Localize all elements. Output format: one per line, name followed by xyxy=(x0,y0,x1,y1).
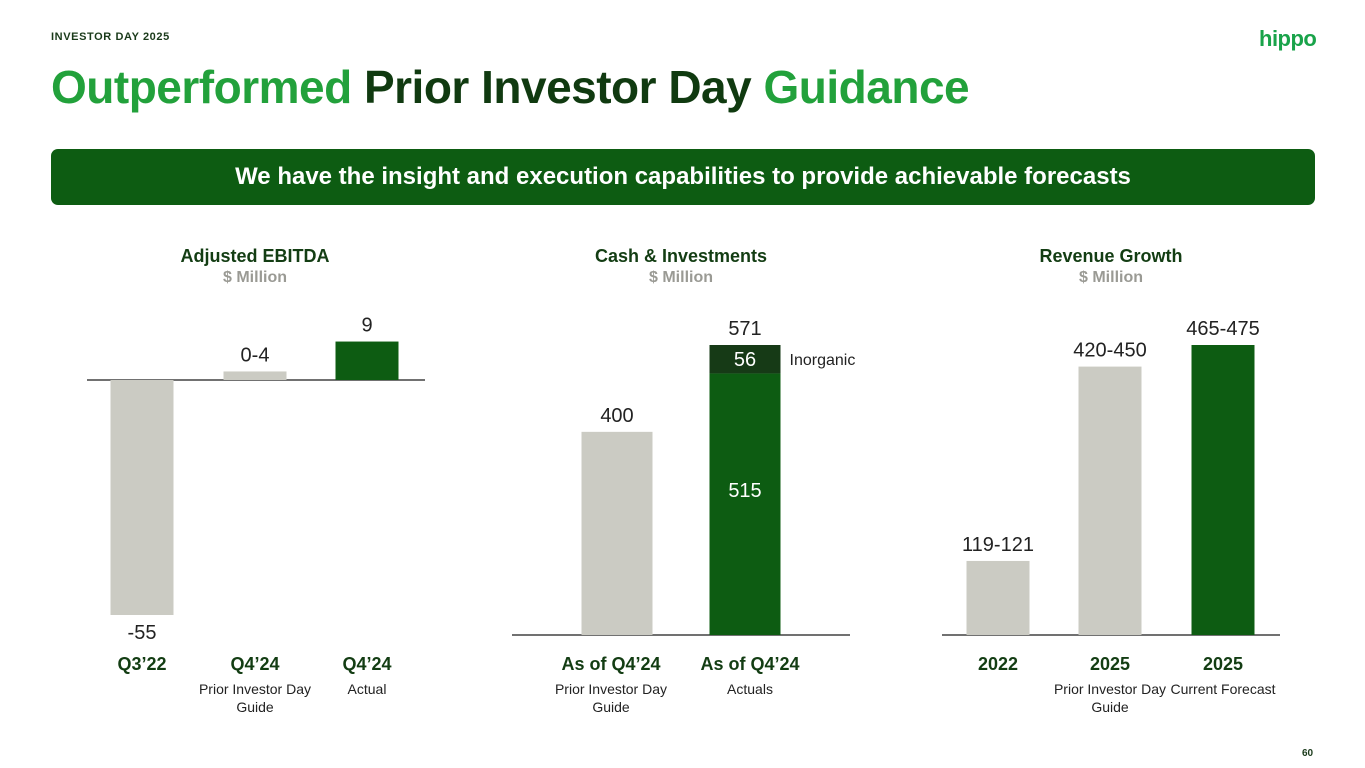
cash-total-label-1: 571 xyxy=(728,318,761,340)
revenue-category-2022: 2022 xyxy=(977,654,1019,674)
cash-bar-organic-0 xyxy=(581,431,653,635)
revenue-value-label-0: 119-121 xyxy=(962,534,1034,556)
chart-unit-cash: $ Million xyxy=(649,269,713,286)
cash-category-actuals: As of Q4’24 xyxy=(700,654,800,674)
ebitda-bar-1 xyxy=(223,371,287,380)
chart-title-revenue: Revenue Growth xyxy=(1039,246,1183,266)
title-part-outperformed: Outperformed xyxy=(51,61,352,113)
chart-title-ebitda: Adjusted EBITDA xyxy=(180,246,330,266)
ebitda-category-q424-actual: Q4’24 xyxy=(342,654,392,674)
revenue-subtitle-forecast: Current Forecast xyxy=(1170,681,1276,697)
title-part-guidance: Guidance xyxy=(763,61,970,113)
ebitda-bar-0 xyxy=(110,380,174,615)
revenue-value-label-1: 420-450 xyxy=(1073,340,1146,362)
cash-bar-organic-1 xyxy=(709,373,781,635)
eyebrow-label: INVESTOR DAY 2025 xyxy=(51,31,170,43)
cash-bar-inorganic-1 xyxy=(709,345,781,374)
key-message-banner: We have the insight and execution capabi… xyxy=(51,149,1315,205)
ebitda-value-label-1: 0-4 xyxy=(241,344,270,366)
revenue-bar-0 xyxy=(966,560,1030,635)
revenue-bar-2 xyxy=(1191,345,1255,635)
revenue-category-2025-guide: 2025 xyxy=(1089,654,1131,674)
chart-title-cash: Cash & Investments xyxy=(594,246,768,266)
ebitda-value-label-2: 9 xyxy=(361,315,372,337)
ebitda-subtitle-guide: Prior Investor Day Guide xyxy=(198,681,312,715)
cash-subtitle-guide: Prior Investor Day Guide xyxy=(554,681,668,715)
cash-inorganic-label-1: 56 xyxy=(734,349,756,371)
cash-total-label-0: 400 xyxy=(600,405,633,427)
chart-unit-ebitda: $ Million xyxy=(223,269,287,286)
ebitda-subtitle-actual: Actual xyxy=(347,681,387,697)
page-title: Outperformed Prior Investor Day Guidance xyxy=(51,60,970,114)
ebitda-value-label-0: -55 xyxy=(128,622,157,644)
banner-text: We have the insight and execution capabi… xyxy=(235,163,1131,190)
revenue-value-label-2: 465-475 xyxy=(1186,318,1259,340)
revenue-category-2025-forecast: 2025 xyxy=(1202,654,1244,674)
cash-subtitle-actuals: Actuals xyxy=(727,681,773,697)
ebitda-bar-2 xyxy=(335,341,399,380)
chart-unit-revenue: $ Million xyxy=(1079,269,1143,286)
cash-category-guide: As of Q4’24 xyxy=(561,654,661,674)
hippo-logo: hippo xyxy=(1259,26,1317,51)
cash-organic-label-1: 515 xyxy=(728,480,761,502)
revenue-bar-1 xyxy=(1078,366,1142,635)
revenue-subtitle-guide: Prior Investor Day Guide xyxy=(1053,681,1167,715)
title-part-prior: Prior Investor Day xyxy=(363,61,752,113)
ebitda-category-q322: Q3’22 xyxy=(117,654,167,674)
cash-inorganic-annotation: Inorganic xyxy=(790,352,856,369)
ebitda-category-q424-guide: Q4’24 xyxy=(230,654,280,674)
page-number: 60 xyxy=(1302,748,1314,759)
